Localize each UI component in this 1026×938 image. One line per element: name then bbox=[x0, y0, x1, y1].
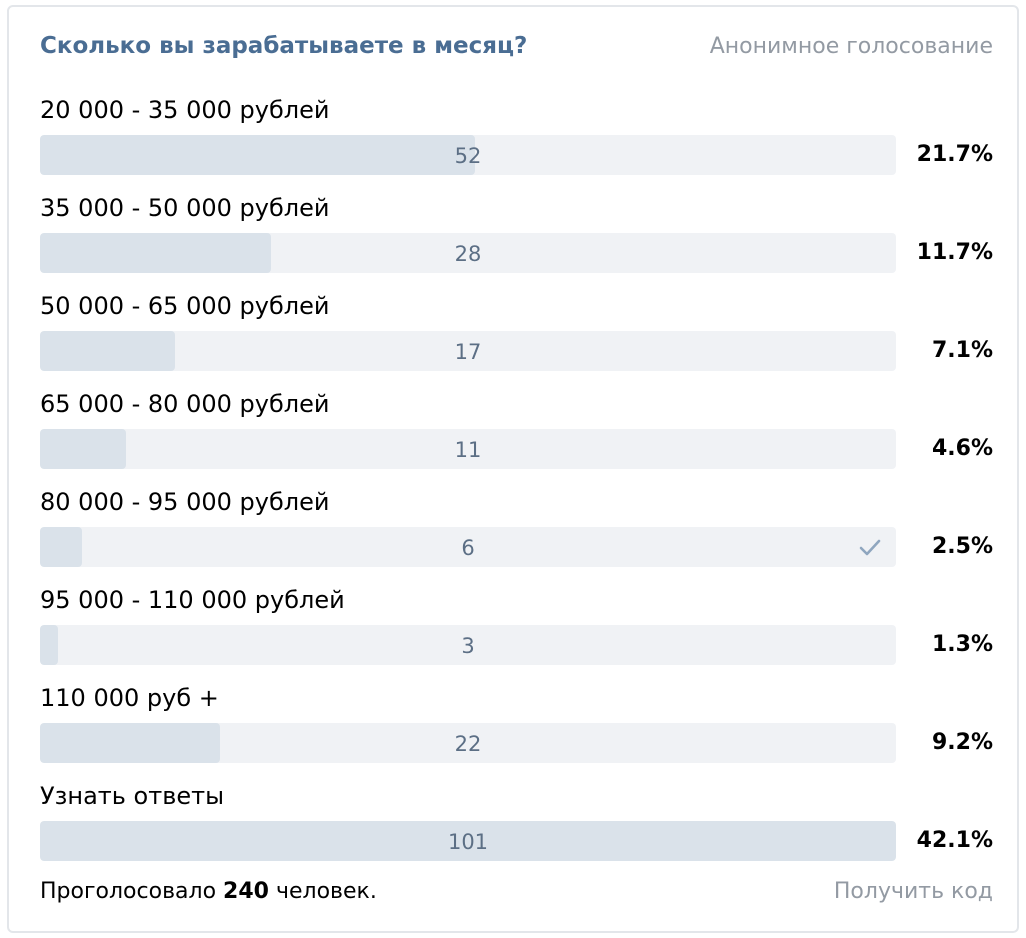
vote-count: 28 bbox=[454, 242, 482, 266]
voted-count: 240 bbox=[223, 879, 269, 904]
poll-option[interactable]: 80 000 - 95 000 рублей 6 2.5% bbox=[40, 488, 993, 572]
poll-option[interactable]: 50 000 - 65 000 рублей 17 7.1% bbox=[40, 292, 993, 376]
option-label: 50 000 - 65 000 рублей bbox=[40, 292, 330, 320]
result-bar-fill bbox=[40, 821, 896, 861]
vote-percent: 7.1% bbox=[931, 338, 993, 363]
poll-option[interactable]: 110 000 руб + 22 9.2% bbox=[40, 684, 993, 768]
poll-option[interactable]: 95 000 - 110 000 рублей 3 1.3% bbox=[40, 586, 993, 670]
voted-prefix: Проголосовало bbox=[40, 879, 217, 904]
result-bar-fill bbox=[40, 527, 82, 567]
vote-count: 52 bbox=[454, 144, 482, 168]
poll-card: Сколько вы зарабатываете в месяц? Аноним… bbox=[7, 5, 1019, 933]
result-bar-fill bbox=[40, 135, 475, 175]
option-label: 110 000 руб + bbox=[40, 684, 219, 712]
poll-type-label: Анонимное голосование bbox=[709, 34, 993, 59]
vote-count: 6 bbox=[461, 536, 475, 560]
result-bar-fill bbox=[40, 429, 126, 469]
poll-header: Сколько вы зарабатываете в месяц? Аноним… bbox=[40, 33, 993, 63]
vote-count: 17 bbox=[454, 340, 482, 364]
option-label: Узнать ответы bbox=[40, 782, 225, 810]
vote-percent: 9.2% bbox=[931, 730, 993, 755]
vote-percent: 11.7% bbox=[916, 240, 993, 265]
option-label: 65 000 - 80 000 рублей bbox=[40, 390, 330, 418]
vote-count: 101 bbox=[447, 830, 489, 854]
result-bar: 101 bbox=[40, 821, 896, 861]
vote-percent: 1.3% bbox=[931, 632, 993, 657]
voted-suffix: человек. bbox=[275, 879, 377, 904]
result-bar-fill bbox=[40, 331, 175, 371]
result-bar: 17 bbox=[40, 331, 896, 371]
voted-summary: Проголосовало 240 человек. bbox=[40, 879, 377, 904]
poll-option[interactable]: 65 000 - 80 000 рублей 11 4.6% bbox=[40, 390, 993, 474]
checkmark-icon bbox=[859, 539, 881, 556]
result-bar-fill bbox=[40, 233, 271, 273]
result-bar: 52 bbox=[40, 135, 896, 175]
option-label: 20 000 - 35 000 рублей bbox=[40, 96, 330, 124]
poll-option[interactable]: 35 000 - 50 000 рублей 28 11.7% bbox=[40, 194, 993, 278]
poll-question: Сколько вы зарабатываете в месяц? bbox=[40, 33, 528, 59]
vote-percent: 4.6% bbox=[931, 436, 993, 461]
get-code-link[interactable]: Получить код bbox=[833, 879, 993, 904]
poll-option[interactable]: Узнать ответы 101 42.1% bbox=[40, 782, 993, 866]
option-label: 80 000 - 95 000 рублей bbox=[40, 488, 330, 516]
result-bar-fill bbox=[40, 723, 220, 763]
vote-percent: 42.1% bbox=[916, 828, 993, 853]
result-bar: 6 bbox=[40, 527, 896, 567]
vote-count: 11 bbox=[454, 438, 482, 462]
poll-option[interactable]: 20 000 - 35 000 рублей 52 21.7% bbox=[40, 96, 993, 180]
vote-percent: 2.5% bbox=[931, 534, 993, 559]
result-bar: 28 bbox=[40, 233, 896, 273]
result-bar-fill bbox=[40, 625, 58, 665]
result-bar: 11 bbox=[40, 429, 896, 469]
vote-percent: 21.7% bbox=[916, 142, 993, 167]
vote-count: 22 bbox=[454, 732, 482, 756]
option-label: 95 000 - 110 000 рублей bbox=[40, 586, 345, 614]
vote-count: 3 bbox=[461, 634, 475, 658]
result-bar: 3 bbox=[40, 625, 896, 665]
option-label: 35 000 - 50 000 рублей bbox=[40, 194, 330, 222]
result-bar: 22 bbox=[40, 723, 896, 763]
poll-footer: Проголосовало 240 человек. Получить код bbox=[40, 879, 993, 909]
